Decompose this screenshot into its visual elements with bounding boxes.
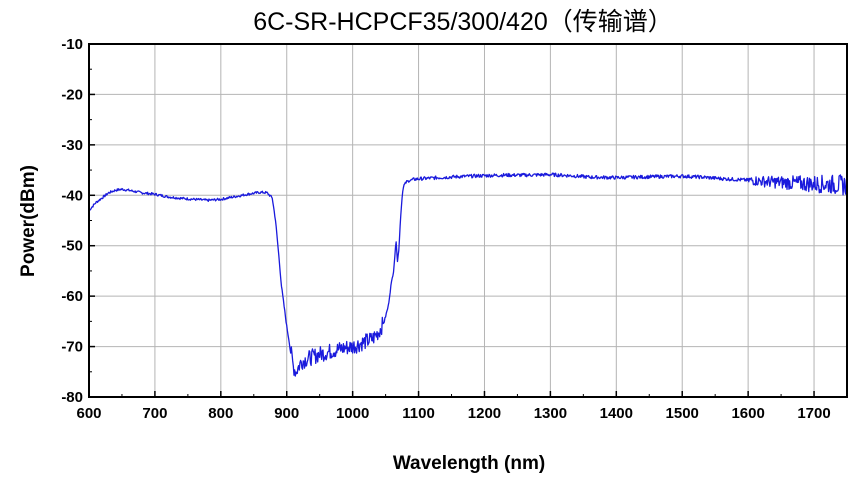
y-tick-label: -50	[61, 238, 83, 255]
x-tick-label: 900	[274, 405, 299, 422]
x-tick-labels: 600 700 800 900 1000 1100 1200 1300 1400 1500 1600…	[76, 405, 830, 422]
spectrum-line	[88, 172, 848, 377]
x-tick-label: 700	[142, 405, 167, 422]
chart-title: 6C-SR-HCPCF35/300/420（传输谱）	[253, 8, 673, 36]
plot-frame	[88, 43, 848, 398]
y-tick-label: -80	[61, 389, 83, 406]
y-tick-label: -40	[61, 187, 83, 204]
grid	[89, 44, 847, 397]
x-tick-label: 1200	[468, 405, 501, 422]
y-tick-labels: -10 -20 -30 -40 -50 -60 -70 -80	[61, 36, 83, 406]
x-tick-label: 1400	[600, 405, 633, 422]
y-tick-label: -20	[61, 86, 83, 103]
x-axis-title: Wavelength (nm)	[393, 453, 545, 474]
y-axis-title: Power(dBm)	[18, 165, 39, 277]
x-tick-label: 1500	[666, 405, 699, 422]
x-tick-label: 1700	[797, 405, 830, 422]
ticks	[88, 43, 815, 398]
y-tick-label: -60	[61, 288, 83, 305]
x-tick-label: 1100	[402, 405, 435, 422]
x-tick-label: 1000	[336, 405, 369, 422]
y-tick-label: -30	[61, 137, 83, 154]
y-tick-label: -10	[61, 36, 83, 53]
plot-area	[88, 172, 848, 377]
x-tick-label: 800	[208, 405, 233, 422]
x-tick-label: 1600	[731, 405, 764, 422]
x-tick-label: 1300	[534, 405, 567, 422]
x-tick-label: 600	[76, 405, 101, 422]
y-tick-label: -70	[61, 339, 83, 356]
